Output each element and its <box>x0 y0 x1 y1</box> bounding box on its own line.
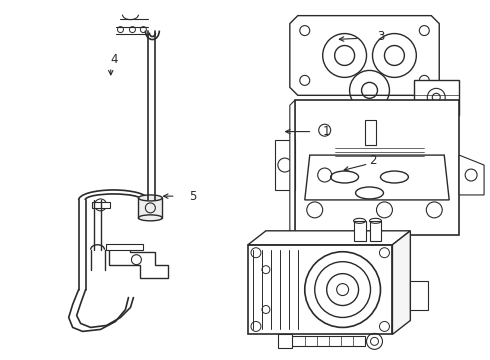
Bar <box>354 221 366 241</box>
Polygon shape <box>459 155 484 195</box>
Polygon shape <box>290 100 295 235</box>
Polygon shape <box>305 155 449 200</box>
Bar <box>369 221 382 241</box>
Text: 5: 5 <box>189 190 196 203</box>
Ellipse shape <box>138 195 162 201</box>
Bar <box>415 80 459 115</box>
Bar <box>92 202 110 208</box>
Bar <box>290 336 365 346</box>
Text: 2: 2 <box>369 154 377 167</box>
Bar <box>365 120 376 145</box>
Bar <box>248 245 392 334</box>
Polygon shape <box>295 100 459 235</box>
Polygon shape <box>275 140 295 190</box>
Polygon shape <box>248 231 410 245</box>
Text: 3: 3 <box>377 30 384 43</box>
Text: 1: 1 <box>323 125 331 138</box>
Ellipse shape <box>138 215 162 221</box>
Bar <box>278 334 292 348</box>
Text: 4: 4 <box>111 53 118 66</box>
Bar <box>105 244 144 250</box>
Polygon shape <box>392 231 410 334</box>
Polygon shape <box>290 15 439 95</box>
Bar <box>138 198 162 218</box>
Bar <box>410 280 428 310</box>
Polygon shape <box>108 248 168 278</box>
